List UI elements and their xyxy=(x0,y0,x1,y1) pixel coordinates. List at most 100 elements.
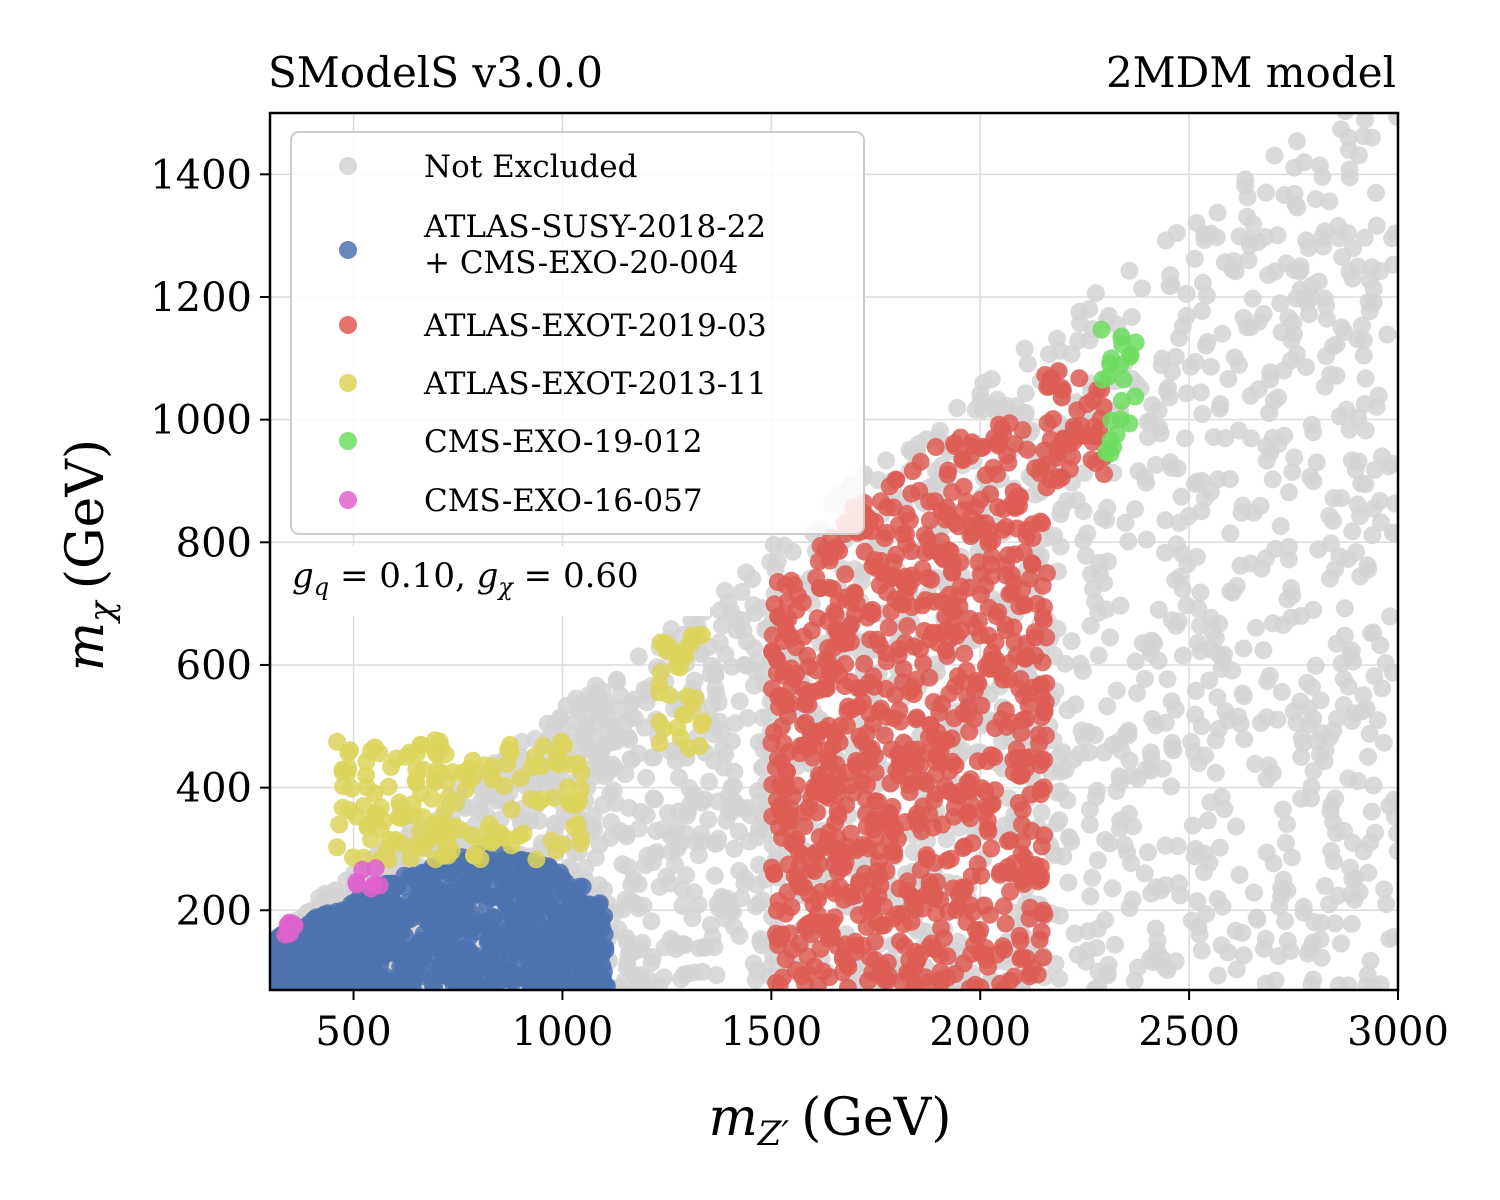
data-point xyxy=(998,446,1016,465)
data-point xyxy=(795,817,814,836)
data-point xyxy=(924,693,943,711)
data-point xyxy=(592,946,611,965)
data-point xyxy=(1153,349,1172,368)
data-point xyxy=(301,957,320,976)
data-point xyxy=(942,729,961,748)
y-tick-label: 800 xyxy=(176,520,252,566)
data-point xyxy=(579,686,598,705)
data-point xyxy=(1177,284,1196,303)
data-point xyxy=(502,800,521,819)
data-point xyxy=(568,711,586,730)
data-point xyxy=(903,462,922,480)
data-point xyxy=(284,915,302,934)
data-point xyxy=(775,536,794,555)
data-point xyxy=(514,824,533,843)
data-point xyxy=(875,970,894,989)
data-point xyxy=(1133,634,1152,653)
data-point xyxy=(799,798,818,817)
data-point xyxy=(572,827,590,846)
data-point xyxy=(1302,975,1321,990)
data-point xyxy=(866,792,885,811)
data-point xyxy=(569,754,588,773)
data-point xyxy=(940,684,959,703)
data-point xyxy=(1137,530,1156,549)
legend-marker xyxy=(339,374,357,392)
data-point xyxy=(1111,356,1129,375)
data-point xyxy=(354,797,373,816)
legend-box xyxy=(290,131,865,535)
data-point xyxy=(918,569,937,587)
data-point xyxy=(1310,156,1329,175)
data-point xyxy=(966,975,985,990)
y-tick-label: 600 xyxy=(176,643,252,689)
data-point xyxy=(617,929,636,948)
data-point xyxy=(562,930,581,949)
data-point xyxy=(562,979,581,990)
legend-label: ATLAS-EXOT-2013-11 xyxy=(423,366,767,402)
data-point xyxy=(512,879,530,898)
data-point xyxy=(1260,666,1279,685)
data-point xyxy=(362,830,381,849)
data-point xyxy=(866,513,885,531)
data-point xyxy=(1367,216,1386,235)
data-point xyxy=(1135,864,1154,883)
data-point xyxy=(1120,804,1138,823)
data-point xyxy=(809,774,828,793)
data-point xyxy=(1298,944,1317,963)
data-point xyxy=(690,939,709,958)
data-point xyxy=(1081,887,1100,906)
data-point xyxy=(1292,748,1311,766)
data-point xyxy=(1079,723,1098,741)
data-point xyxy=(645,790,664,809)
data-point xyxy=(1033,687,1052,706)
data-point xyxy=(1340,140,1358,159)
y-axis-label: mχ(GeV) xyxy=(56,439,122,671)
data-point xyxy=(785,867,804,886)
data-point xyxy=(705,866,724,885)
data-point xyxy=(1201,793,1220,812)
data-point xyxy=(944,879,963,898)
data-point xyxy=(918,973,937,990)
data-point xyxy=(1282,848,1301,867)
data-point xyxy=(877,451,896,470)
data-point xyxy=(1020,748,1039,767)
data-point xyxy=(996,914,1015,933)
data-point xyxy=(487,791,506,810)
data-point xyxy=(1383,663,1398,682)
data-point xyxy=(512,961,531,980)
data-point xyxy=(1138,428,1157,447)
data-point xyxy=(1173,646,1192,665)
data-point xyxy=(434,883,453,902)
y-tick-label: 1400 xyxy=(150,152,252,198)
data-point xyxy=(584,807,603,825)
data-point xyxy=(1307,453,1326,472)
data-point xyxy=(573,730,592,749)
series-3 xyxy=(328,626,712,869)
title-left: SModelS v3.0.0 xyxy=(268,48,603,97)
data-point xyxy=(1216,429,1235,448)
data-point xyxy=(979,957,997,976)
data-point xyxy=(891,712,910,731)
data-point xyxy=(1060,829,1079,848)
data-point xyxy=(589,704,608,723)
data-point xyxy=(914,771,933,790)
data-point xyxy=(894,659,913,678)
data-point xyxy=(898,617,917,636)
data-point xyxy=(1115,836,1134,854)
data-point xyxy=(1365,667,1384,686)
data-point xyxy=(782,629,801,648)
data-point xyxy=(1285,261,1304,280)
data-point xyxy=(1001,882,1020,901)
legend-label: CMS-EXO-16-057 xyxy=(424,483,703,519)
data-point xyxy=(804,683,823,702)
data-point xyxy=(1292,789,1311,808)
data-point xyxy=(1201,608,1220,627)
data-point xyxy=(1315,877,1334,895)
data-point xyxy=(1170,329,1189,348)
data-point xyxy=(685,883,703,902)
data-point xyxy=(557,696,576,715)
data-point xyxy=(1263,470,1282,489)
data-point xyxy=(1280,483,1298,502)
data-point xyxy=(1341,858,1360,877)
legend-marker xyxy=(339,157,357,175)
